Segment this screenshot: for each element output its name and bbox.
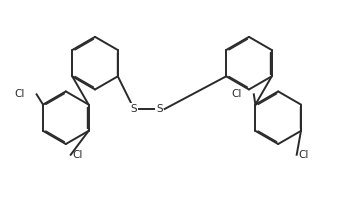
Text: Cl: Cl bbox=[232, 89, 242, 99]
Text: S: S bbox=[131, 104, 137, 114]
Text: Cl: Cl bbox=[299, 150, 309, 160]
Text: Cl: Cl bbox=[73, 150, 83, 160]
Text: Cl: Cl bbox=[14, 89, 25, 99]
Text: S: S bbox=[156, 104, 163, 114]
